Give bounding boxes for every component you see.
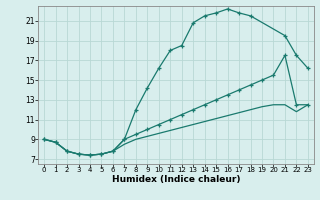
X-axis label: Humidex (Indice chaleur): Humidex (Indice chaleur) bbox=[112, 175, 240, 184]
